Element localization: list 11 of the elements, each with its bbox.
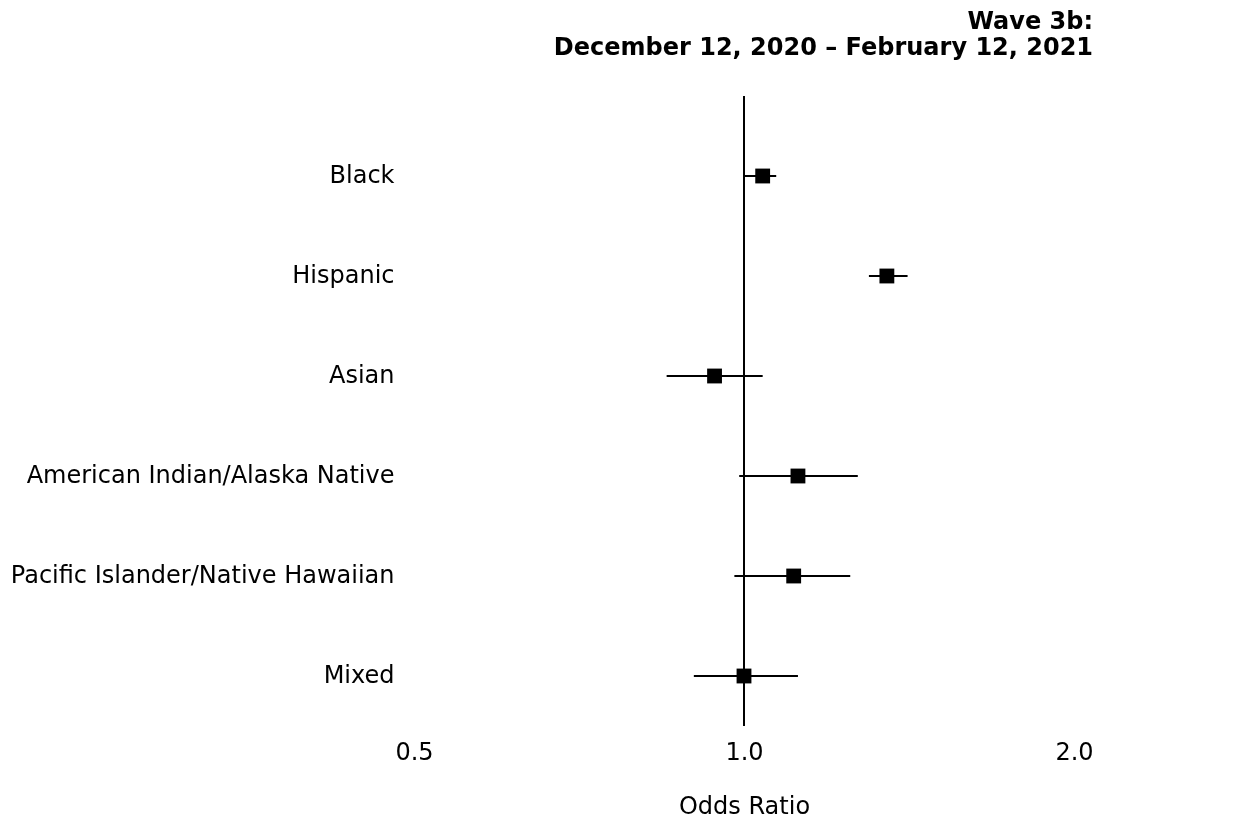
x-axis-title: Odds Ratio	[678, 791, 811, 820]
x-tick-label: 2.0	[1055, 737, 1094, 766]
y-tick-label: Hispanic	[292, 261, 395, 289]
y-tick-label: Mixed	[323, 661, 395, 689]
y-tick-label: American Indian/Alaska Native	[26, 461, 395, 489]
chart-title: Wave 3b: December 12, 2020 – February 12, 2021	[553, 7, 1094, 61]
y-tick-label: Black	[329, 161, 395, 189]
y-tick-label: Asian	[328, 361, 395, 389]
y-tick-label: Pacific Islander/Native Hawaiian	[10, 561, 395, 589]
x-tick-label: 1.0	[725, 737, 764, 766]
x-tick-label: 0.5	[395, 737, 434, 766]
